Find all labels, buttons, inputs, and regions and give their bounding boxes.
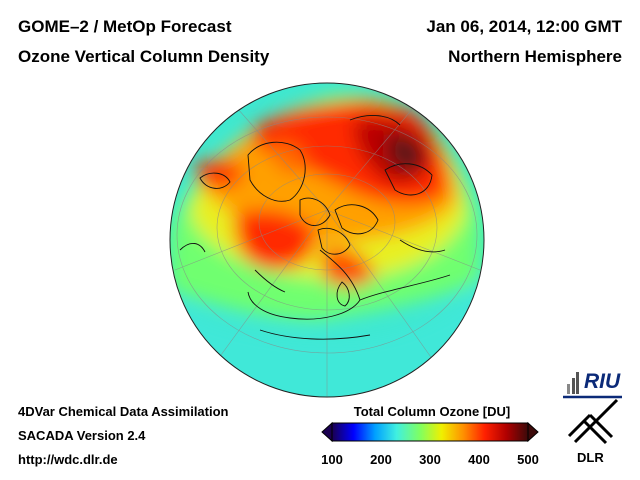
forecast-datetime: Jan 06, 2014, 12:00 GMT	[426, 17, 622, 36]
hemisphere-label: Northern Hemisphere	[448, 47, 622, 66]
riu-logo-text: RIU	[584, 370, 621, 393]
footer-url[interactable]: http://wdc.dlr.de	[18, 452, 118, 467]
colorbar-over-arrow	[527, 421, 539, 443]
colorbar-tick: 400	[468, 452, 490, 467]
footer-method: 4DVar Chemical Data Assimilation	[18, 404, 229, 419]
colorbar-tick: 100	[321, 452, 343, 467]
dlr-logo-icon	[567, 398, 619, 445]
riu-logo-icon	[563, 372, 622, 399]
map-subtitle: Ozone Vertical Column Density	[18, 47, 270, 66]
colorbar-tick: 500	[517, 452, 539, 467]
colorbar-title: Total Column Ozone [DU]	[353, 404, 511, 419]
colorbar-gradient	[331, 422, 529, 442]
colorbar-tick: 300	[419, 452, 441, 467]
colorbar-tick: 200	[370, 452, 392, 467]
footer-version: SACADA Version 2.4	[18, 428, 146, 443]
dlr-logo-text: DLR	[577, 450, 604, 465]
map-title: GOME–2 / MetOp Forecast	[18, 17, 232, 36]
colorbar-under-arrow	[321, 421, 333, 443]
